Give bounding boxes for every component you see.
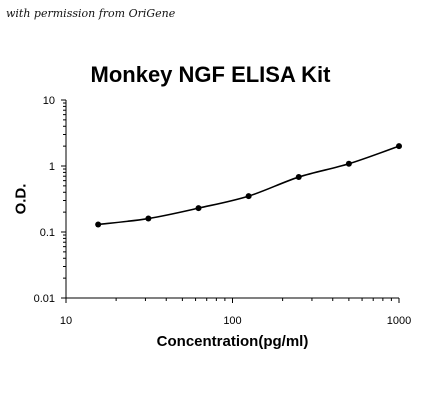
permission-note: with permission from OriGene (6, 7, 176, 20)
tick-labels: 10 1 0.1 0.01 10 100 1000 (34, 95, 412, 327)
x-axis-label: Concentration(pg/ml) (156, 333, 309, 350)
x-tick-label: 10 (60, 315, 72, 327)
fit-curve (98, 145, 400, 226)
axes (65, 100, 399, 299)
ticks (61, 99, 400, 303)
y-tick-label: 0.01 (34, 293, 55, 305)
data-point (95, 221, 102, 228)
y-tick-label: 10 (43, 95, 55, 107)
y-tick-label: 1 (49, 161, 55, 173)
data-point (396, 143, 402, 150)
chart-title: Monkey NGF ELISA Kit (90, 62, 331, 87)
x-tick-label: 100 (223, 315, 241, 327)
data-point (345, 160, 352, 167)
data-point (245, 193, 252, 200)
data-points (95, 143, 402, 228)
y-tick-label: 0.1 (40, 227, 55, 239)
data-point (145, 215, 152, 222)
x-tick-label: 1000 (387, 315, 411, 327)
data-point (295, 174, 302, 181)
data-point (195, 205, 202, 212)
